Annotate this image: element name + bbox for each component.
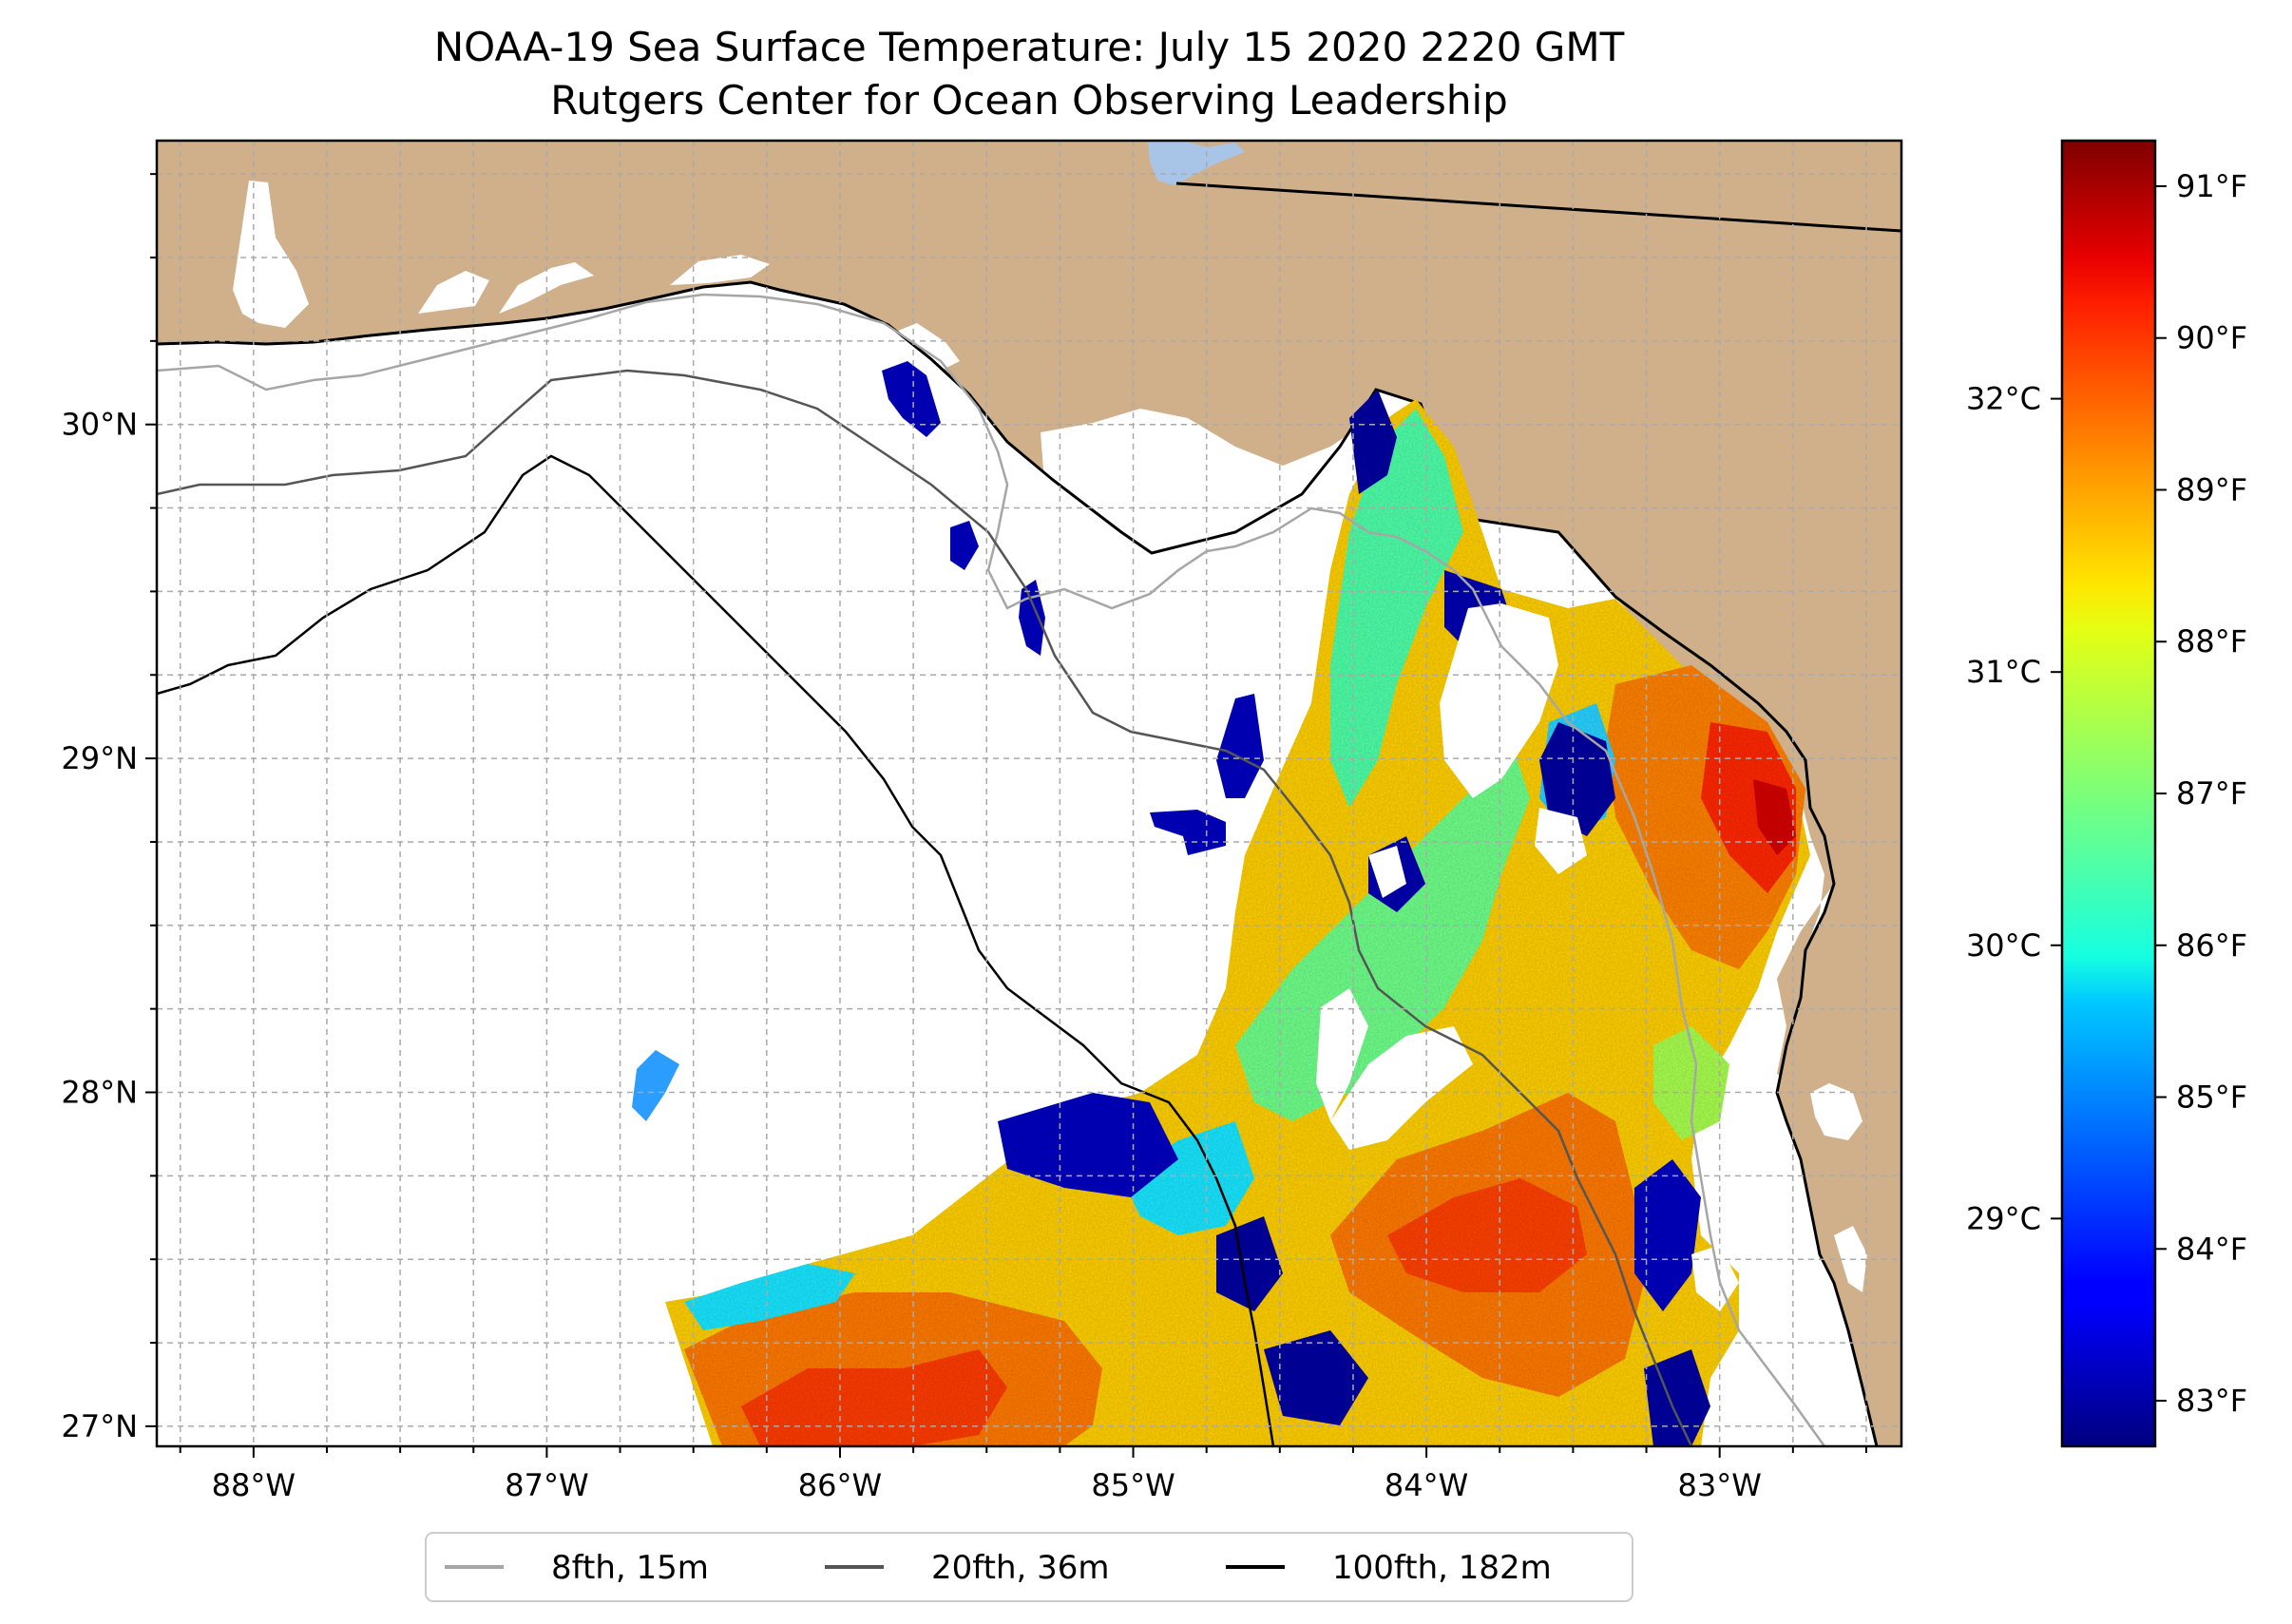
- state-boundary: [1175, 182, 1901, 233]
- sst-patch-2: [950, 521, 979, 570]
- colorbar-f-label: 89°F: [2176, 471, 2247, 507]
- colorbar-c-label: 32°C: [1966, 381, 2041, 417]
- sst-cool-south: [684, 1264, 855, 1330]
- lat-label: 30°N: [61, 407, 138, 443]
- latitude-labels: 27°N 28°N 29°N 30°N: [61, 407, 138, 1444]
- sst-patch-1: [882, 361, 941, 437]
- map-frame: [155, 139, 1903, 1448]
- gap-6: [1691, 1245, 1739, 1311]
- legend-label: 8fth, 15m: [551, 1549, 709, 1587]
- legend-label: 20fth, 36m: [931, 1549, 1110, 1587]
- gap-2: [1535, 808, 1587, 874]
- sst-hot-east-core: [1753, 779, 1796, 855]
- graticule: [157, 141, 1901, 1446]
- colorbar-gradient: [2062, 141, 2155, 1446]
- title-line-2: Rutgers Center for Ocean Observing Leade…: [550, 77, 1508, 124]
- map-panel: 88°W 87°W 86°W 85°W 84°W 83°W 27°N 28°N 29°N 30°…: [61, 139, 1903, 1503]
- mobile-bay: [233, 181, 309, 328]
- sst-cold-south-1: [998, 1093, 1178, 1197]
- lon-label: 86°W: [798, 1467, 882, 1503]
- colorbar-celsius-axis: 29°C 30°C 31°C 32°C: [1966, 381, 2062, 1236]
- sst-gaps: [1316, 603, 1739, 1311]
- gap-1: [1440, 603, 1558, 798]
- lon-label: 85°W: [1091, 1467, 1175, 1503]
- lat-label: 27°N: [61, 1408, 138, 1444]
- sst-cold-central: [1539, 722, 1615, 836]
- colorbar-c-label: 30°C: [1966, 927, 2041, 964]
- lon-label: 84°W: [1385, 1467, 1468, 1503]
- legend-label: 100fth, 182m: [1332, 1549, 1552, 1587]
- colorbar-f-label: 83°F: [2176, 1383, 2247, 1419]
- colorbar-f-label: 85°F: [2176, 1079, 2247, 1116]
- sst-cold-southeast: [1634, 1159, 1701, 1311]
- colorbar-f-label: 88°F: [2176, 623, 2247, 659]
- lon-label: 87°W: [505, 1467, 588, 1503]
- longitude-labels: 88°W 87°W 86°W 85°W 84°W 83°W: [212, 1467, 1762, 1503]
- sst-patch-6: [632, 1050, 679, 1121]
- lat-label: 28°N: [61, 1075, 138, 1111]
- isobath-legend: 8fth, 15m 20fth, 36m 100fth, 182m: [425, 1532, 1633, 1602]
- lat-label: 29°N: [61, 740, 138, 776]
- pensacola-bay: [418, 271, 489, 314]
- sst-green-south-east: [1653, 1026, 1729, 1140]
- colorbar-f-label: 86°F: [2176, 927, 2247, 964]
- coastline: [157, 280, 1879, 1446]
- tampa-bay: [1810, 1083, 1862, 1140]
- colorbar-f-label: 91°F: [2176, 168, 2247, 204]
- sst-cold-south-2: [1216, 1216, 1283, 1311]
- title-line-1: NOAA-19 Sea Surface Temperature: July 15…: [434, 24, 1625, 70]
- colorbar-fahrenheit-axis: 83°F 84°F 85°F 86°F 87°F 88°F 89°F 90°F 91°F: [2155, 168, 2247, 1419]
- apalachee-bay: [1041, 404, 1397, 570]
- lon-label: 88°W: [212, 1467, 296, 1503]
- sst-cool-band-central: [1235, 741, 1530, 1121]
- sst-hot-south-central: [1387, 1178, 1587, 1292]
- colorbar-c-label: 29°C: [1966, 1200, 2041, 1236]
- colorbar: 83°F 84°F 85°F 86°F 87°F 88°F 89°F 90°F 91°F 29°…: [1966, 139, 2247, 1448]
- colorbar-f-label: 87°F: [2176, 775, 2247, 812]
- gap-3: [1368, 846, 1406, 898]
- sst-cold-north-1: [1349, 390, 1397, 494]
- axis-ticks: [145, 173, 1867, 1458]
- colorbar-f-label: 90°F: [2176, 320, 2247, 356]
- st-andrew-bay: [670, 255, 770, 285]
- gap-5: [1330, 1026, 1473, 1150]
- lon-label: 83°W: [1678, 1467, 1762, 1503]
- land-east-florida: [1615, 597, 1901, 1446]
- sst-patch-5: [1216, 694, 1264, 798]
- isobath-36m: [157, 369, 1693, 1446]
- colorbar-f-label: 84°F: [2176, 1231, 2247, 1267]
- sst-hot-southwest: [741, 1349, 1007, 1446]
- colorbar-c-label: 31°C: [1966, 654, 2041, 690]
- legend-box: [425, 1532, 1633, 1602]
- sst-cold-south-3: [1264, 1330, 1368, 1425]
- sst-hot-east: [1701, 722, 1796, 893]
- sst-cool-mid-south: [1121, 1121, 1254, 1235]
- gap-4: [1316, 988, 1368, 1121]
